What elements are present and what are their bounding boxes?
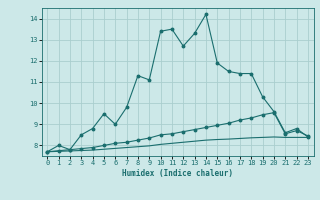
X-axis label: Humidex (Indice chaleur): Humidex (Indice chaleur) (122, 169, 233, 178)
